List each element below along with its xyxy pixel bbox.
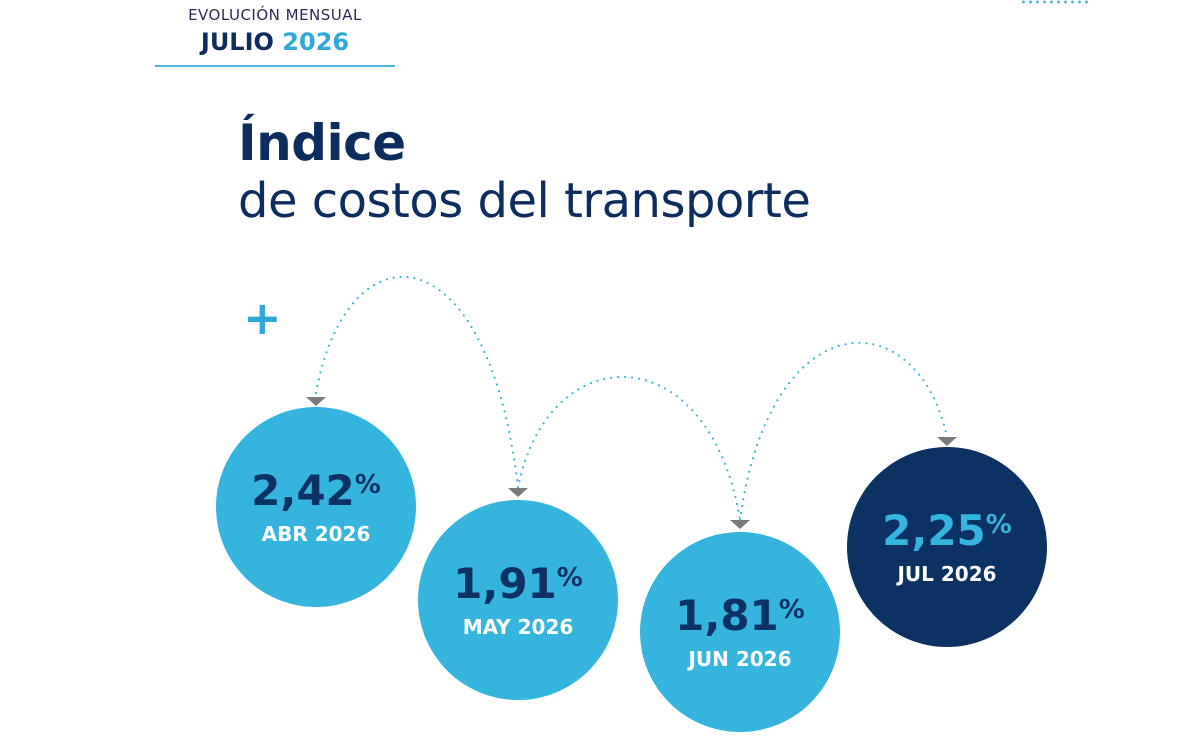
bubble-value-number: 2,25 <box>882 506 986 555</box>
bubble-value-3: 1,81% <box>675 591 805 640</box>
header-month-name: JULIO <box>200 28 274 56</box>
header-month: JULIO 2026 <box>155 27 395 57</box>
title-line-1: Índice <box>238 114 406 172</box>
bubble-2 <box>418 500 618 700</box>
dotted-arc-1 <box>314 275 520 490</box>
bubble-3 <box>640 532 840 732</box>
bubble-value-unit: % <box>779 595 805 625</box>
bubble-value-number: 1,91 <box>453 559 557 608</box>
bubble-category-4: JUL 2026 <box>895 562 996 586</box>
bubble-value-1: 2,42% <box>251 466 381 515</box>
bubble-category-3: JUN 2026 <box>686 647 791 671</box>
arrow-marker-1 <box>306 397 326 406</box>
bubble-value-2: 1,91% <box>453 559 583 608</box>
bubble-value-unit: % <box>355 470 381 500</box>
bubble-1 <box>216 407 416 607</box>
arrow-marker-3 <box>730 520 750 529</box>
dotted-decoration <box>1020 0 1092 4</box>
header-subtitle: EVOLUCIÓN MENSUAL <box>188 6 362 24</box>
header-block: EVOLUCIÓN MENSUAL JULIO 2026 <box>155 0 395 67</box>
bubble-category-1: ABR 2026 <box>262 522 371 546</box>
bubble-value-unit: % <box>986 510 1012 540</box>
bubble-value-4: 2,25% <box>882 506 1012 555</box>
bubble-value-number: 1,81 <box>675 591 779 640</box>
plus-icon: + <box>243 291 282 345</box>
title-line-2: de costos del transporte <box>238 173 811 229</box>
bubble-4 <box>847 447 1047 647</box>
arrow-marker-2 <box>508 488 528 497</box>
header-month-year: 2026 <box>282 28 350 56</box>
dotted-arc-2 <box>516 375 742 522</box>
bubble-category-2: MAY 2026 <box>463 615 574 639</box>
arrow-marker-4 <box>937 437 957 446</box>
bubble-value-number: 2,42 <box>251 466 355 515</box>
bubble-value-unit: % <box>557 563 583 593</box>
page-title: Índice de costos del transporte <box>238 114 811 230</box>
